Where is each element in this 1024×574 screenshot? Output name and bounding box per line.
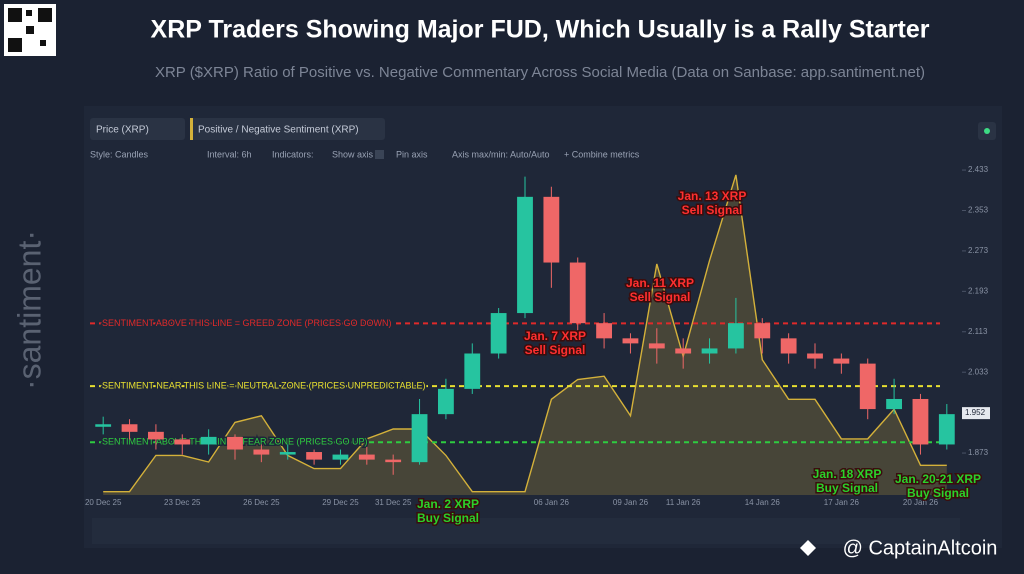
toolbar-item[interactable]: Axis max/min: Auto/Auto — [452, 149, 550, 159]
candle-body — [648, 343, 665, 349]
x-tick-label: 31 Dec 25 — [375, 498, 412, 507]
x-tick-label: 11 Jan 26 — [666, 498, 701, 507]
x-tick-label: 23 Dec 25 — [164, 498, 201, 507]
toolbar-item[interactable]: + Combine metrics — [564, 149, 640, 159]
checkbox[interactable] — [375, 150, 384, 159]
x-tick-label: 17 Jan 26 — [824, 498, 860, 507]
toolbar-item[interactable]: Show axis — [332, 149, 374, 159]
candle-body — [833, 358, 850, 364]
toolbar-item[interactable]: Interval: 6h — [207, 149, 252, 159]
toolbar-item[interactable]: Indicators: — [272, 149, 314, 159]
candle-body — [385, 459, 402, 463]
candle-body — [886, 398, 902, 410]
candle-body — [569, 262, 586, 324]
annotation: Jan. 2 XRP — [417, 497, 479, 511]
candle-body — [200, 436, 217, 445]
candle-body — [174, 439, 191, 445]
legend-swatch — [190, 118, 193, 140]
candle-body — [253, 449, 270, 455]
reference-label: SENTIMENT ABOVE THIS LINE = GREED ZONE (… — [102, 318, 391, 328]
y-tick-label: 1.873 — [968, 448, 989, 457]
x-tick-label: 29 Dec 25 — [322, 498, 359, 507]
candle-body — [859, 363, 876, 410]
y-tick-label: 2.113 — [968, 327, 988, 336]
sentiment-area — [103, 174, 947, 495]
candle-body — [754, 323, 771, 339]
legend-entry: Price (XRP) — [96, 125, 149, 136]
navigator[interactable] — [92, 518, 960, 544]
candle-body — [121, 424, 138, 432]
sentiment-line — [103, 174, 947, 493]
candle-body — [438, 388, 454, 415]
x-tick-label: 20 Jan 26 — [903, 498, 939, 507]
y-tick-label: 2.273 — [968, 246, 989, 255]
candle-body — [95, 424, 112, 427]
toolbar-item[interactable]: Pin axis — [396, 149, 428, 159]
legend-pill[interactable] — [190, 118, 385, 140]
candle-body — [279, 452, 296, 455]
legend-entry: Positive / Negative Sentiment (XRP) — [198, 125, 359, 136]
candle-body — [517, 196, 533, 314]
watermark: ·santiment· — [11, 230, 47, 390]
candle-body — [227, 436, 243, 450]
candle-body — [306, 452, 322, 460]
toolbar-item[interactable]: Style: Candles — [90, 149, 149, 159]
plot: 1.873 2.033 2.113 2.193 2.273 2.353 2.433 20 De… — [85, 165, 990, 527]
annotation: Sell Signal — [630, 290, 691, 304]
y-tick-label: 2.193 — [968, 286, 989, 295]
legend-pill[interactable] — [90, 118, 185, 140]
x-tick-label: 06 Jan 26 — [534, 498, 570, 507]
annotation: Jan. 18 XRP — [813, 467, 882, 481]
candle-body — [358, 454, 375, 460]
subtitle: XRP ($XRP) Ratio of Positive vs. Negativ… — [155, 64, 925, 81]
credit-logo — [800, 540, 816, 556]
candle-body — [701, 348, 718, 354]
candle-body — [938, 414, 955, 445]
last-price-box — [962, 407, 990, 420]
annotation: Buy Signal — [816, 481, 878, 495]
candle-body — [728, 323, 744, 349]
last-price-label: 1.952 — [965, 408, 986, 417]
candle-body — [675, 348, 692, 354]
title: XRP Traders Showing Major FUD, Which Usu… — [151, 16, 930, 44]
candle-body — [912, 398, 929, 445]
status-dot — [984, 128, 990, 134]
x-tick-label: 09 Jan 26 — [613, 498, 649, 507]
chart-panel — [84, 106, 1002, 548]
candle-body — [490, 313, 507, 354]
annotation: Jan. 20-21 XRP — [895, 472, 981, 486]
reference-label: SENTIMENT NEAR THIS LINE = NEUTRAL ZONE … — [102, 380, 425, 390]
candle-body — [807, 353, 823, 359]
y-tick-label: 2.033 — [968, 367, 989, 376]
candle-body — [780, 338, 797, 354]
y-tick-label: 2.353 — [968, 206, 989, 215]
x-tick-label: 20 Dec 25 — [85, 498, 122, 507]
x-tick-label: 14 Jan 26 — [745, 498, 781, 507]
y-tick-label: 2.433 — [968, 165, 989, 174]
candle-body — [596, 323, 612, 339]
annotation: Buy Signal — [417, 511, 479, 525]
candle-body — [411, 414, 428, 463]
annotation: Jan. 11 XRP — [626, 276, 694, 290]
annotation: Jan. 13 XRP — [678, 189, 747, 203]
annotation: Sell Signal — [682, 203, 743, 217]
annotation: Jan. 7 XRP — [524, 329, 586, 343]
qr-code — [4, 4, 56, 56]
candle-body — [464, 353, 481, 389]
annotation: Buy Signal — [907, 486, 969, 500]
x-tick-label: 26 Dec 25 — [243, 498, 280, 507]
candle-body — [622, 338, 639, 344]
candle-body — [543, 196, 560, 263]
candle-body — [332, 454, 349, 460]
annotation: Sell Signal — [525, 343, 586, 357]
credit: @ CaptainAltcoin — [843, 537, 998, 559]
candle-body — [148, 431, 164, 440]
